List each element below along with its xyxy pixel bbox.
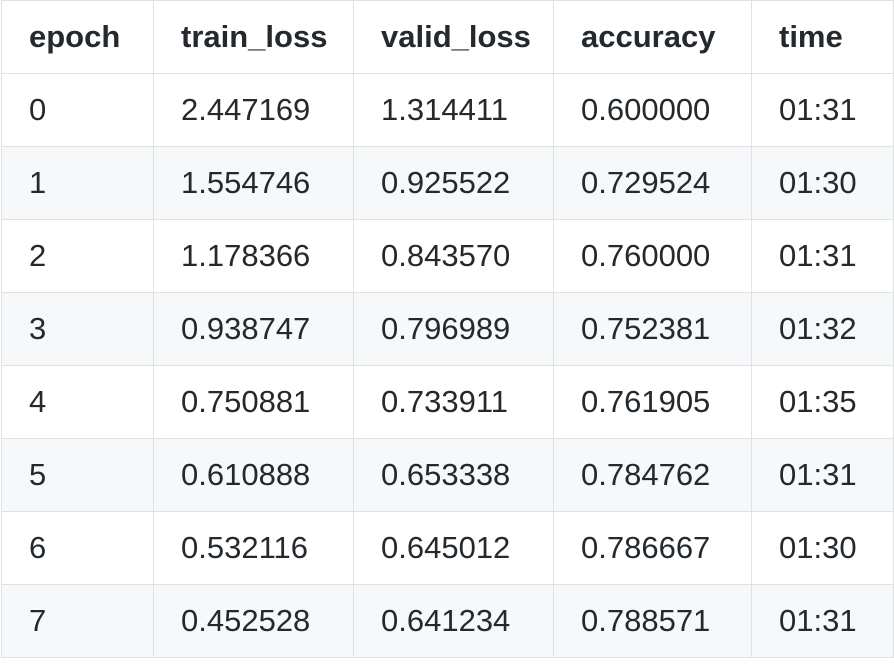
cell-epoch: 1 bbox=[1, 146, 154, 220]
cell-epoch: 2 bbox=[1, 219, 154, 293]
cell-accuracy: 0.788571 bbox=[553, 584, 752, 658]
cell-valid-loss: 0.796989 bbox=[353, 292, 554, 366]
cell-valid-loss: 0.641234 bbox=[353, 584, 554, 658]
cell-train-loss: 0.532116 bbox=[153, 511, 354, 585]
cell-time: 01:31 bbox=[751, 584, 894, 658]
cell-valid-loss: 0.733911 bbox=[353, 365, 554, 439]
cell-valid-loss: 0.645012 bbox=[353, 511, 554, 585]
cell-accuracy: 0.760000 bbox=[553, 219, 752, 293]
cell-train-loss: 1.554746 bbox=[153, 146, 354, 220]
cell-epoch: 3 bbox=[1, 292, 154, 366]
column-header-train-loss: train_loss bbox=[153, 0, 354, 74]
cell-epoch: 0 bbox=[1, 73, 154, 147]
cell-accuracy: 0.752381 bbox=[553, 292, 752, 366]
table-body: 0 2.447169 1.314411 0.600000 01:31 1 1.5… bbox=[1, 73, 894, 658]
table-row: 5 0.610888 0.653338 0.784762 01:31 bbox=[1, 438, 894, 512]
column-header-valid-loss: valid_loss bbox=[353, 0, 554, 74]
column-header-epoch: epoch bbox=[1, 0, 154, 74]
header-row: epoch train_loss valid_loss accuracy tim… bbox=[1, 0, 894, 74]
cell-train-loss: 0.610888 bbox=[153, 438, 354, 512]
table-header: epoch train_loss valid_loss accuracy tim… bbox=[1, 0, 894, 74]
cell-accuracy: 0.761905 bbox=[553, 365, 752, 439]
cell-train-loss: 1.178366 bbox=[153, 219, 354, 293]
cell-valid-loss: 0.653338 bbox=[353, 438, 554, 512]
column-header-accuracy: accuracy bbox=[553, 0, 752, 74]
cell-epoch: 7 bbox=[1, 584, 154, 658]
cell-train-loss: 0.452528 bbox=[153, 584, 354, 658]
cell-epoch: 5 bbox=[1, 438, 154, 512]
cell-valid-loss: 0.843570 bbox=[353, 219, 554, 293]
table-row: 3 0.938747 0.796989 0.752381 01:32 bbox=[1, 292, 894, 366]
cell-time: 01:30 bbox=[751, 146, 894, 220]
table-row: 0 2.447169 1.314411 0.600000 01:31 bbox=[1, 73, 894, 147]
cell-time: 01:31 bbox=[751, 219, 894, 293]
cell-epoch: 6 bbox=[1, 511, 154, 585]
table-row: 1 1.554746 0.925522 0.729524 01:30 bbox=[1, 146, 894, 220]
table-row: 2 1.178366 0.843570 0.760000 01:31 bbox=[1, 219, 894, 293]
training-results-table: epoch train_loss valid_loss accuracy tim… bbox=[1, 0, 894, 658]
cell-time: 01:31 bbox=[751, 73, 894, 147]
cell-time: 01:31 bbox=[751, 438, 894, 512]
table-row: 7 0.452528 0.641234 0.788571 01:31 bbox=[1, 584, 894, 658]
cell-epoch: 4 bbox=[1, 365, 154, 439]
cell-valid-loss: 0.925522 bbox=[353, 146, 554, 220]
cell-time: 01:30 bbox=[751, 511, 894, 585]
table-row: 6 0.532116 0.645012 0.786667 01:30 bbox=[1, 511, 894, 585]
cell-accuracy: 0.600000 bbox=[553, 73, 752, 147]
cell-train-loss: 2.447169 bbox=[153, 73, 354, 147]
cell-accuracy: 0.729524 bbox=[553, 146, 752, 220]
cell-train-loss: 0.750881 bbox=[153, 365, 354, 439]
cell-accuracy: 0.784762 bbox=[553, 438, 752, 512]
column-header-time: time bbox=[751, 0, 894, 74]
cell-valid-loss: 1.314411 bbox=[353, 73, 554, 147]
cell-train-loss: 0.938747 bbox=[153, 292, 354, 366]
cell-accuracy: 0.786667 bbox=[553, 511, 752, 585]
cell-time: 01:35 bbox=[751, 365, 894, 439]
cell-time: 01:32 bbox=[751, 292, 894, 366]
table-row: 4 0.750881 0.733911 0.761905 01:35 bbox=[1, 365, 894, 439]
